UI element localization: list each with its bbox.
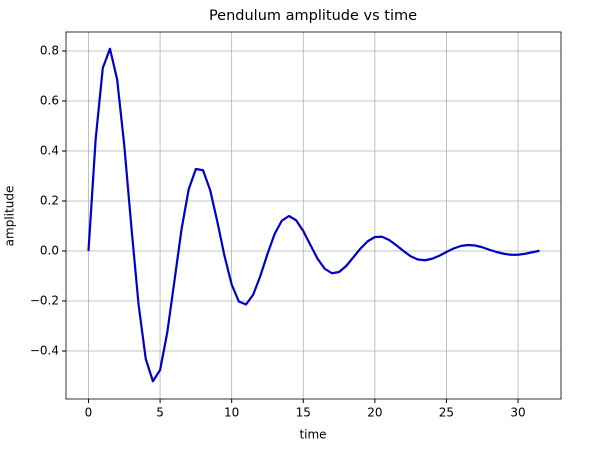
y-tick-label: 0.4 [40, 144, 59, 158]
x-axis-label: time [299, 428, 326, 442]
x-tick-label: 25 [439, 406, 454, 420]
plot-frame [65, 31, 562, 400]
line [87, 47, 540, 383]
y-tick-label: −0.2 [30, 294, 59, 308]
x-tick-label: 20 [367, 406, 382, 420]
x-tick-label: 30 [510, 406, 525, 420]
y-axis-label: amplitude [3, 186, 17, 247]
y-tick-label: −0.4 [30, 344, 59, 358]
chart-title: Pendulum amplitude vs time [209, 8, 417, 24]
y-tick-label: 0.6 [40, 94, 59, 108]
x-tick-label: 15 [296, 406, 311, 420]
x-tick-label: 10 [224, 406, 239, 420]
y-tick-label: 0.0 [40, 244, 59, 258]
x-tick-label: 0 [85, 406, 93, 420]
y-tick-label: 0.2 [40, 194, 59, 208]
y-tick-label: 0.8 [40, 44, 59, 58]
x-tick-label: 5 [156, 406, 164, 420]
